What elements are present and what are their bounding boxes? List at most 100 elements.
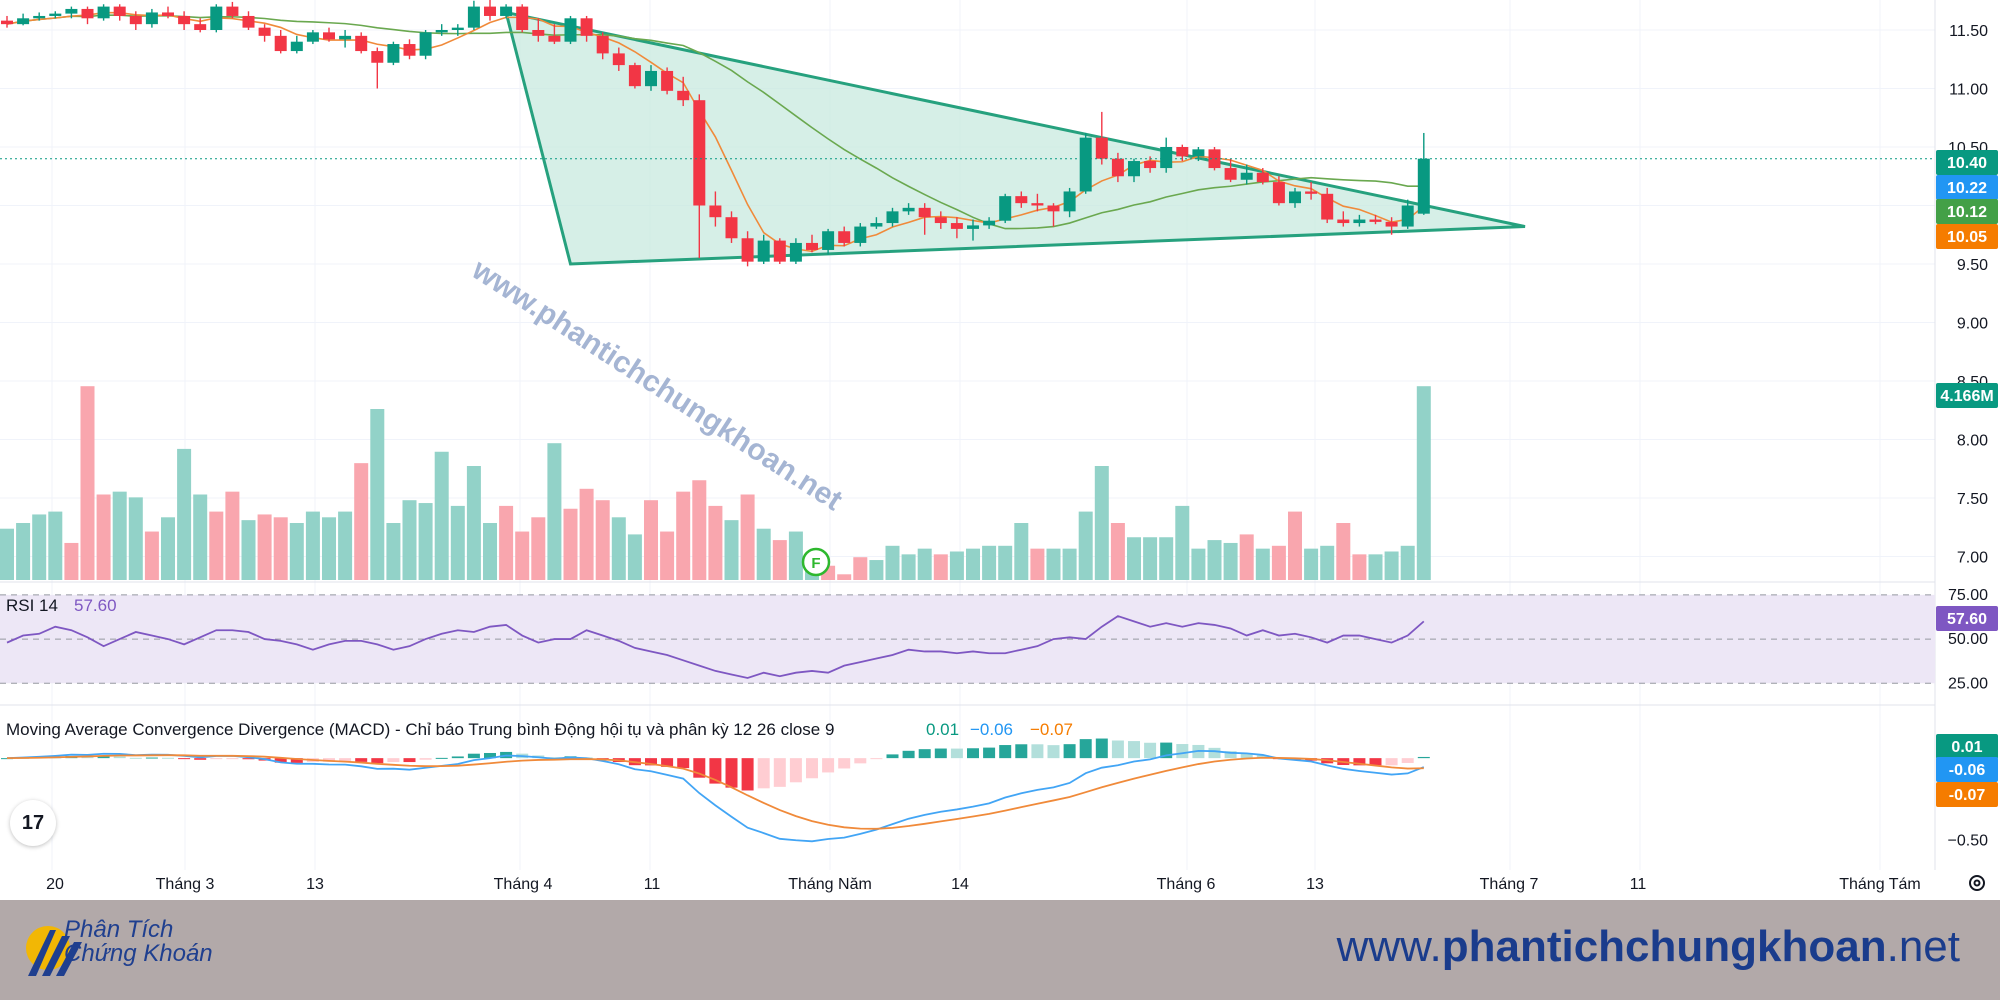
time-tick-label: 13 bbox=[306, 876, 324, 893]
candle-body bbox=[854, 226, 867, 243]
candle bbox=[49, 11, 62, 19]
macd-histogram-bar bbox=[145, 757, 158, 759]
volume-bar bbox=[1062, 548, 1077, 580]
macd-badge-bg bbox=[1936, 757, 1998, 782]
candle-body bbox=[1047, 205, 1060, 212]
macd-histogram-bar bbox=[178, 758, 191, 760]
candle-body bbox=[17, 18, 30, 25]
rsi-tick-label: 25.00 bbox=[1948, 675, 1988, 692]
volume-bar bbox=[96, 494, 111, 580]
volume-bar bbox=[1384, 551, 1399, 580]
candle-body bbox=[886, 211, 899, 224]
candle bbox=[129, 11, 142, 30]
price-badge-bg bbox=[1936, 175, 1998, 200]
candle bbox=[1401, 199, 1414, 229]
volume-bar bbox=[322, 517, 336, 580]
candle bbox=[773, 238, 786, 264]
candle-body bbox=[323, 32, 335, 40]
macd-histogram-bar bbox=[548, 757, 561, 759]
volume-bar bbox=[241, 520, 256, 580]
macd-histogram-bar bbox=[210, 758, 223, 760]
url-prefix: www. bbox=[1336, 922, 1442, 971]
candle-body bbox=[1337, 219, 1350, 224]
candle-body bbox=[467, 6, 480, 28]
candle bbox=[757, 234, 770, 264]
settings-gear-icon[interactable] bbox=[1966, 872, 1988, 894]
volume-bar bbox=[161, 517, 175, 580]
volume-bar bbox=[402, 500, 417, 580]
candle bbox=[226, 1, 239, 19]
candle bbox=[1095, 111, 1108, 165]
website-url[interactable]: www.phantichchungkhoan.net bbox=[1337, 922, 1960, 972]
candle bbox=[1369, 214, 1382, 225]
macd-histogram-bar bbox=[822, 758, 835, 773]
candle bbox=[564, 15, 577, 45]
candle bbox=[1240, 164, 1253, 185]
volume-badge-text: 4.166M bbox=[1940, 388, 1993, 405]
volume-bar bbox=[1159, 537, 1174, 580]
volume-bar bbox=[627, 534, 642, 580]
price-badge: 10.12 bbox=[1936, 199, 1998, 224]
volume-bar bbox=[1014, 523, 1029, 580]
macd-badge-text: -0.06 bbox=[1949, 762, 1986, 779]
price-badge: 10.05 bbox=[1936, 224, 1998, 249]
time-tick-label: 13 bbox=[1306, 876, 1324, 893]
time-tick-label: Tháng 4 bbox=[494, 876, 553, 893]
volume-bar bbox=[1207, 540, 1222, 580]
macd-histogram-bar bbox=[1128, 741, 1140, 759]
macd-badge-bg bbox=[1936, 782, 1998, 807]
macd-histogram-bar bbox=[1417, 756, 1430, 759]
macd-histogram-bar bbox=[741, 758, 754, 791]
volume-bar bbox=[338, 511, 353, 580]
candle bbox=[1160, 137, 1173, 173]
macd-badge: -0.06 bbox=[1936, 757, 1998, 782]
candle-body bbox=[789, 242, 802, 262]
candle-body bbox=[1160, 147, 1173, 169]
candle-body bbox=[1144, 161, 1157, 169]
volume-badge-bg bbox=[1936, 383, 1998, 408]
candle-body bbox=[178, 15, 191, 25]
volume-bar bbox=[1271, 545, 1286, 580]
macd-histogram-bar bbox=[902, 750, 915, 759]
candle bbox=[596, 32, 609, 60]
candle bbox=[645, 65, 657, 91]
candle bbox=[1192, 147, 1205, 162]
price-tick-label: 8.00 bbox=[1957, 433, 1988, 450]
volume-bar bbox=[756, 528, 771, 580]
candle-body bbox=[1079, 137, 1092, 192]
candle bbox=[33, 12, 46, 21]
candle-body bbox=[387, 44, 400, 63]
candle-body bbox=[1224, 168, 1237, 180]
volume-bar bbox=[1030, 548, 1045, 580]
tradingview-logo[interactable]: 17 bbox=[10, 800, 56, 846]
candle bbox=[451, 24, 464, 36]
macd-histogram-bar bbox=[1111, 740, 1124, 759]
macd-histogram-bar bbox=[97, 755, 110, 759]
macd-histogram-bar bbox=[677, 758, 690, 769]
candle-body bbox=[500, 6, 513, 16]
time-tick-label: Tháng Năm bbox=[788, 876, 872, 893]
macd-histogram-bar bbox=[709, 758, 722, 784]
volume-bar bbox=[1094, 466, 1109, 580]
volume-bar bbox=[16, 523, 31, 580]
candle-body bbox=[822, 231, 835, 250]
candle bbox=[1289, 187, 1301, 208]
time-tick-label: Tháng 3 bbox=[156, 876, 215, 893]
macd-histogram-bar bbox=[1256, 755, 1269, 759]
footer-banner: Phân Tích Chứng Khoán www.phantichchungk… bbox=[0, 900, 2000, 1000]
volume-bar bbox=[933, 554, 948, 580]
macd-histogram-bar bbox=[113, 756, 126, 759]
volume-bar bbox=[370, 409, 385, 580]
time-tick-label: 20 bbox=[46, 876, 64, 893]
candle-body bbox=[258, 27, 271, 36]
earnings-marker[interactable]: F bbox=[801, 547, 831, 577]
volume-bar bbox=[917, 548, 932, 580]
candle-body bbox=[274, 35, 287, 52]
candle bbox=[580, 15, 593, 42]
candle bbox=[677, 76, 690, 107]
candle bbox=[1047, 203, 1060, 227]
volume-bar bbox=[531, 517, 546, 580]
macd-histogram-bar bbox=[1176, 744, 1189, 759]
candle bbox=[983, 217, 996, 229]
